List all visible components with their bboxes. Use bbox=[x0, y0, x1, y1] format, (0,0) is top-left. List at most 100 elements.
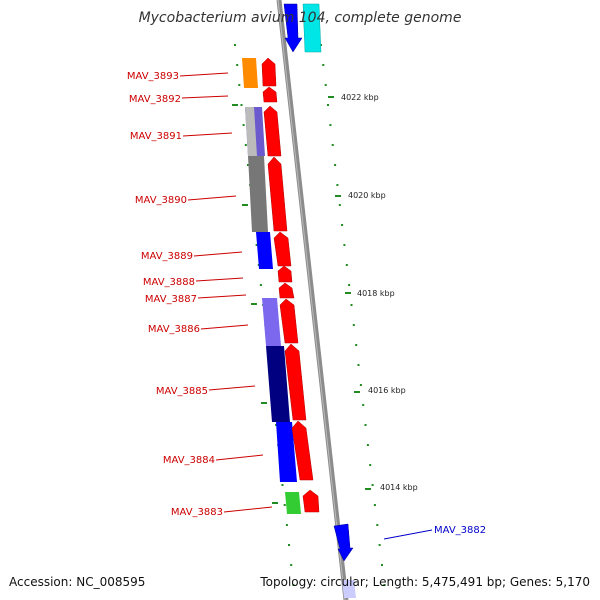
gene-arrow-mav-3893[interactable] bbox=[261, 57, 277, 87]
gene-arrow-mav-3887[interactable] bbox=[278, 282, 295, 299]
minor-tick bbox=[329, 124, 332, 126]
left-major-tick-1 bbox=[232, 104, 238, 106]
reverse-genes bbox=[283, 3, 356, 598]
minor-tick bbox=[343, 244, 346, 246]
cog-bar-blue-a bbox=[256, 232, 273, 269]
leader-mav-3892 bbox=[181, 95, 229, 99]
gene-arrow-mav-3890[interactable] bbox=[267, 156, 288, 232]
gene-arrow-mav-3888[interactable] bbox=[277, 265, 293, 283]
kbp-label-4020: 4020 kbp bbox=[348, 191, 386, 200]
genome-summary-text: Topology: circular; Length: 5,475,491 bp… bbox=[259, 575, 590, 589]
gene-arrow-mav-3882[interactable] bbox=[333, 523, 354, 562]
kbp-major-tick-4020 bbox=[335, 195, 341, 197]
forward-genes bbox=[261, 57, 320, 513]
leader-mav-3887 bbox=[197, 294, 247, 299]
leader-mav-3893 bbox=[179, 72, 229, 77]
minor-tick bbox=[334, 164, 337, 166]
minor-tick bbox=[369, 464, 372, 466]
leader-mav-3889 bbox=[193, 251, 243, 257]
minor-tick bbox=[259, 284, 262, 286]
gene-arrow-bottom-light bbox=[342, 580, 356, 598]
minor-tick bbox=[281, 484, 284, 486]
minor-tick bbox=[236, 64, 239, 66]
minor-tick bbox=[240, 104, 243, 106]
gene-arrow-top-reverse[interactable] bbox=[283, 3, 303, 53]
genome-backbone-highlight bbox=[277, 0, 346, 600]
gene-label-mav-3883[interactable]: MAV_3883 bbox=[171, 507, 223, 518]
leader-mav-3886 bbox=[200, 324, 249, 330]
minor-tick bbox=[355, 344, 358, 346]
left-major-tick-5 bbox=[272, 502, 278, 504]
minor-tick bbox=[373, 504, 376, 506]
minor-tick bbox=[324, 84, 327, 86]
gene-arrow-mav-3886[interactable] bbox=[279, 298, 299, 344]
leader-mav-3884 bbox=[215, 454, 264, 461]
left-major-tick-2 bbox=[242, 204, 248, 206]
minor-tick bbox=[338, 204, 341, 206]
gene-label-mav-3884[interactable]: MAV_3884 bbox=[163, 455, 215, 466]
kbp-label-4022: 4022 kbp bbox=[341, 93, 379, 102]
minor-tick bbox=[238, 84, 241, 86]
gene-label-mav-3889[interactable]: MAV_3889 bbox=[141, 251, 193, 262]
left-major-tick-3 bbox=[251, 303, 257, 305]
leader-mav-3891 bbox=[182, 132, 233, 137]
minor-tick bbox=[244, 144, 247, 146]
minor-tick bbox=[331, 144, 334, 146]
gene-arrow-mav-3884[interactable] bbox=[291, 420, 314, 481]
map-title: Mycobacterium avium 104, complete genome bbox=[139, 10, 462, 26]
minor-tick bbox=[359, 384, 362, 386]
gene-arrow-mav-3891[interactable] bbox=[263, 105, 282, 157]
cog-bar-gray bbox=[248, 156, 268, 232]
cog-bar-orange bbox=[242, 58, 258, 88]
gene-label-mav-3885[interactable]: MAV_3885 bbox=[156, 386, 208, 397]
gene-label-mav-3892[interactable]: MAV_3892 bbox=[129, 94, 181, 105]
minor-tick bbox=[383, 584, 386, 586]
leader-mav-3888 bbox=[195, 277, 244, 282]
minor-tick bbox=[320, 44, 322, 46]
cog-bar-gray-top bbox=[245, 107, 257, 156]
cog-ring bbox=[242, 3, 322, 514]
gene-arrow-mav-3885[interactable] bbox=[284, 343, 307, 421]
cog-bar-slate bbox=[262, 298, 281, 346]
minor-tick bbox=[292, 584, 295, 586]
leader-mav-3885 bbox=[208, 385, 256, 391]
gene-label-mav-3891[interactable]: MAV_3891 bbox=[130, 131, 182, 142]
minor-tick bbox=[364, 424, 367, 426]
minor-tick bbox=[285, 524, 288, 526]
minor-tick bbox=[290, 564, 293, 566]
gene-label-mav-3887[interactable]: MAV_3887 bbox=[145, 294, 197, 305]
gene-label-mav-3886[interactable]: MAV_3886 bbox=[148, 324, 200, 335]
kbp-major-tick-4014 bbox=[365, 488, 371, 490]
minor-tick bbox=[288, 544, 290, 546]
minor-tick bbox=[283, 504, 286, 506]
minor-tick bbox=[348, 284, 351, 286]
cog-bar-navy bbox=[266, 346, 290, 422]
minor-tick bbox=[371, 484, 374, 486]
gene-arrow-mav-3889[interactable] bbox=[273, 231, 292, 267]
gene-label-mav-3882[interactable]: MAV_3882 bbox=[434, 525, 486, 536]
gene-label-mav-3888[interactable]: MAV_3888 bbox=[143, 277, 195, 288]
kbp-scale: 4022 kbp 4020 kbp 4018 kbp 4016 kbp 4014… bbox=[232, 93, 418, 504]
genome-backbone bbox=[276, 0, 349, 600]
minor-tick bbox=[366, 444, 369, 446]
leader-mav-3883 bbox=[223, 506, 273, 513]
minor-tick bbox=[341, 224, 344, 226]
minor-tick bbox=[376, 524, 379, 526]
minor-tick bbox=[381, 564, 383, 566]
minor-tick bbox=[357, 364, 360, 366]
gene-label-mav-3890[interactable]: MAV_3890 bbox=[135, 195, 187, 206]
gene-arrow-mav-3892[interactable] bbox=[262, 86, 278, 103]
kbp-label-4018: 4018 kbp bbox=[357, 289, 395, 298]
gene-arrow-mav-3883[interactable] bbox=[302, 489, 320, 513]
leader-mav-3890 bbox=[187, 195, 237, 201]
minor-tick bbox=[322, 64, 325, 66]
gene-label-mav-3893[interactable]: MAV_3893 bbox=[127, 71, 179, 82]
minor-tick bbox=[345, 264, 348, 266]
gene-labels: MAV_3893 MAV_3892 MAV_3891 MAV_3890 MAV_… bbox=[127, 71, 486, 536]
kbp-major-tick-4022 bbox=[328, 96, 334, 98]
kbp-major-tick-4018 bbox=[345, 292, 351, 294]
cog-bar-blue-b bbox=[276, 422, 297, 482]
minor-tick bbox=[247, 164, 249, 166]
kbp-label-4016: 4016 kbp bbox=[368, 386, 406, 395]
